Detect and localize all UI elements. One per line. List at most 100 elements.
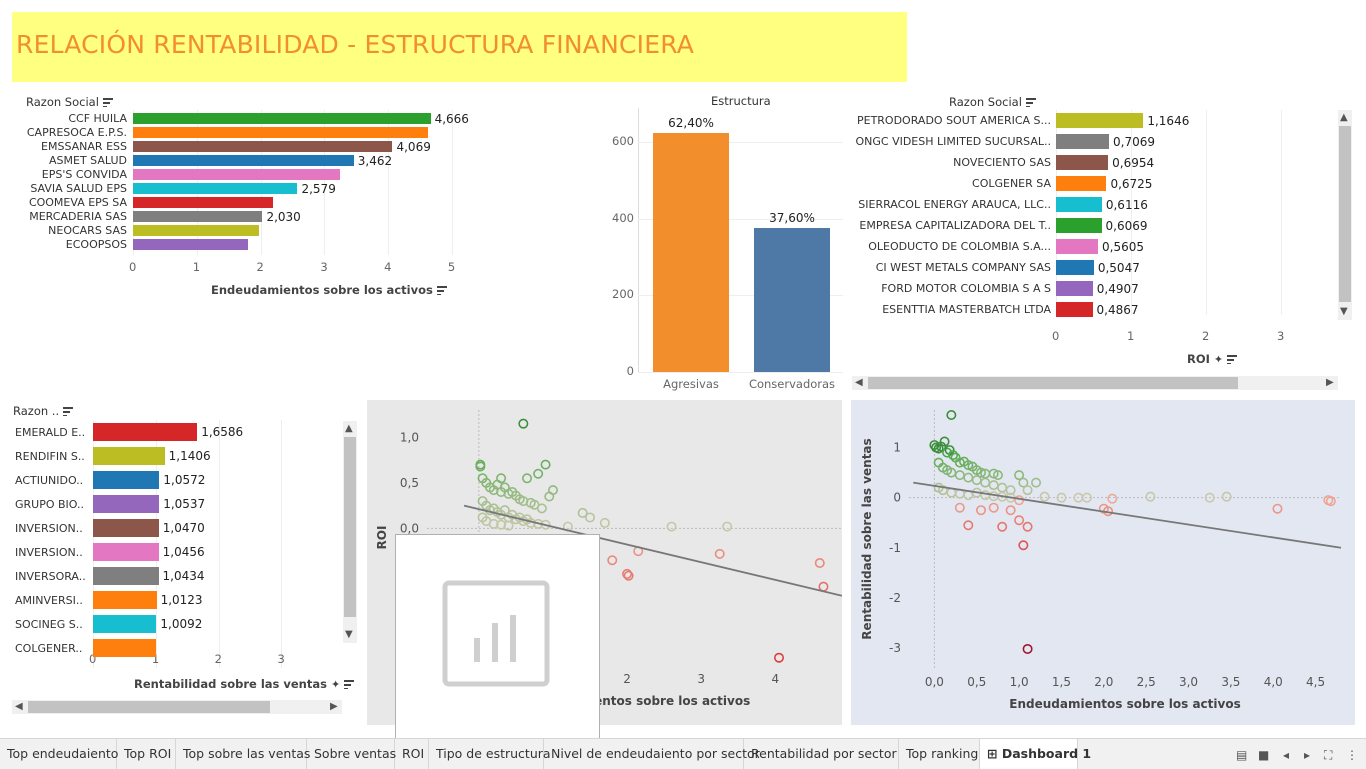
category-label[interactable]: CI WEST METALS COMPANY SAS [875, 261, 1051, 274]
scatter-point[interactable] [1272, 503, 1283, 514]
scatter-point[interactable] [1022, 485, 1033, 496]
scroll-thumb[interactable] [1339, 126, 1351, 302]
bar[interactable] [93, 519, 159, 537]
horizontal-scrollbar-roi[interactable]: ◀ ▶ [852, 376, 1338, 390]
scatter-point[interactable] [954, 502, 965, 513]
category-label[interactable]: SAVIA SALUD EPS [30, 182, 127, 195]
scatter-point[interactable] [533, 468, 544, 479]
category-label[interactable]: EMPRESA CAPITALIZADORA DEL T.. [859, 219, 1051, 232]
scatter-point[interactable] [714, 548, 725, 559]
category-label[interactable]: COLGENER.. [15, 641, 83, 655]
category-label[interactable]: GRUPO BIO.. [15, 497, 85, 511]
scatter-point[interactable] [1014, 470, 1025, 481]
scatter-point[interactable] [948, 450, 959, 461]
scatter-point[interactable] [942, 447, 953, 458]
row-header-razon[interactable]: Razon .. [13, 404, 74, 418]
bar[interactable] [133, 197, 274, 208]
bar[interactable] [1056, 302, 1093, 317]
category-label[interactable]: EMSSANAR ESS [41, 140, 127, 153]
scatter-point[interactable] [1018, 477, 1029, 488]
scroll-right-icon[interactable]: ▶ [1326, 377, 1334, 388]
scroll-down-icon[interactable]: ▼ [1340, 306, 1348, 317]
category-label[interactable]: SIERRACOL ENERGY ARAUCA, LLC.. [858, 198, 1051, 211]
sort-descending-icon[interactable] [1025, 98, 1036, 107]
scroll-up-icon[interactable]: ▲ [345, 423, 353, 434]
scatter-point[interactable] [1005, 505, 1016, 516]
bar[interactable] [133, 155, 354, 166]
category-label[interactable]: NOVECIENTO SAS [953, 156, 1051, 169]
scatter-point[interactable] [1005, 485, 1016, 496]
scatter-point[interactable] [599, 517, 610, 528]
scroll-thumb[interactable] [28, 701, 270, 713]
bar[interactable] [133, 239, 248, 250]
trend-line[interactable] [913, 481, 1342, 549]
bar[interactable] [1056, 239, 1099, 254]
bar[interactable] [133, 127, 428, 138]
bar[interactable] [1056, 197, 1102, 212]
scatter-point[interactable] [1018, 540, 1029, 551]
scatter-point[interactable] [1014, 495, 1025, 506]
scatter-point[interactable] [1039, 491, 1050, 502]
scatter-point[interactable] [503, 520, 514, 531]
category-label[interactable]: ASMET SALUD [49, 154, 127, 167]
category-label[interactable]: ONGC VIDESH LIMITED SUCURSAL.. [855, 135, 1051, 148]
bar[interactable] [653, 133, 729, 372]
horizontal-scrollbar-rentabilidad[interactable]: ◀ ▶ [12, 700, 342, 714]
category-label[interactable]: ACTIUNIDO.. [15, 473, 84, 487]
sort-descending-icon[interactable] [436, 286, 447, 295]
category-label[interactable]: INVERSION.. [15, 545, 83, 559]
bar[interactable] [93, 591, 157, 609]
scatter-point[interactable] [544, 491, 555, 502]
category-label[interactable]: ESENTTIA MASTERBATCH LTDA [882, 303, 1051, 316]
category-label[interactable]: NEOCARS SAS [48, 224, 127, 237]
scroll-left-icon[interactable]: ◀ [15, 701, 23, 712]
scroll-right-icon[interactable]: ▶ [330, 701, 338, 712]
category-label[interactable]: PETRODORADO SOUT AMERICA S... [856, 114, 1051, 127]
scatter-point[interactable] [1221, 491, 1232, 502]
scatter-point[interactable] [992, 470, 1003, 481]
bar[interactable] [93, 447, 165, 465]
scatter-point[interactable] [997, 482, 1008, 493]
bar[interactable] [1056, 155, 1109, 170]
category-label[interactable]: MERCADERIA SAS [29, 210, 127, 223]
category-label[interactable]: INVERSION.. [15, 521, 83, 535]
category-label[interactable]: RENDIFIN S.. [15, 449, 85, 463]
bar[interactable] [93, 495, 160, 513]
category-label[interactable]: CAPRESOCA E.P.S. [26, 126, 127, 139]
scatter-point[interactable] [1145, 491, 1156, 502]
category-label[interactable]: CCF HUILA [68, 112, 127, 125]
scatter-point[interactable] [976, 505, 987, 516]
bar[interactable] [133, 169, 340, 180]
category-label[interactable]: EPS'S CONVIDA [41, 168, 127, 181]
scatter-point[interactable] [475, 461, 486, 472]
category-label[interactable]: AMINVERSI.. [15, 593, 83, 607]
scroll-thumb[interactable] [868, 377, 1238, 389]
category-label[interactable]: ECOOPSOS [65, 238, 127, 251]
tab-top-ranking[interactable]: Top ranking [899, 739, 980, 769]
bar[interactable] [93, 471, 160, 489]
scatter-point[interactable] [814, 558, 825, 569]
bar[interactable] [93, 423, 198, 441]
bar[interactable] [1056, 260, 1094, 275]
tab-top-sobre-las-ventas[interactable]: Top sobre las ventas [176, 739, 310, 769]
bar[interactable] [133, 141, 393, 152]
tab-nivel-de-endeudaiento-por-sector[interactable]: Nivel de endeudaiento por sector [544, 739, 760, 769]
scatter-point[interactable] [1081, 492, 1092, 503]
tab-dashboard-1[interactable]: ⊞ Dashboard 1 [980, 739, 1091, 769]
scatter-point[interactable] [1107, 493, 1118, 504]
scatter-point[interactable] [954, 470, 965, 481]
scatter-point[interactable] [971, 475, 982, 486]
category-label[interactable]: INVERSORA.. [15, 569, 86, 583]
scatter-point[interactable] [988, 468, 999, 479]
scatter-point[interactable] [722, 521, 733, 532]
tab-rentabilidad-por-sector[interactable]: Rentabilidad por sector [744, 739, 899, 769]
x-axis-title[interactable]: Endeudamientos sobre los activos [1009, 697, 1240, 711]
scatter-point[interactable] [988, 502, 999, 513]
scatter-point[interactable] [939, 436, 950, 447]
bar[interactable] [133, 113, 431, 124]
category-label[interactable]: COOMEVA EPS SA [28, 196, 127, 209]
category-label[interactable]: EMERALD E.. [15, 425, 86, 439]
category-label[interactable]: OLEODUCTO DE COLOMBIA S.A... [868, 240, 1051, 253]
fit-icon[interactable]: ⛶ [1324, 748, 1333, 762]
y-axis-title[interactable]: Rentabilidad sobre las ventas [860, 438, 874, 639]
